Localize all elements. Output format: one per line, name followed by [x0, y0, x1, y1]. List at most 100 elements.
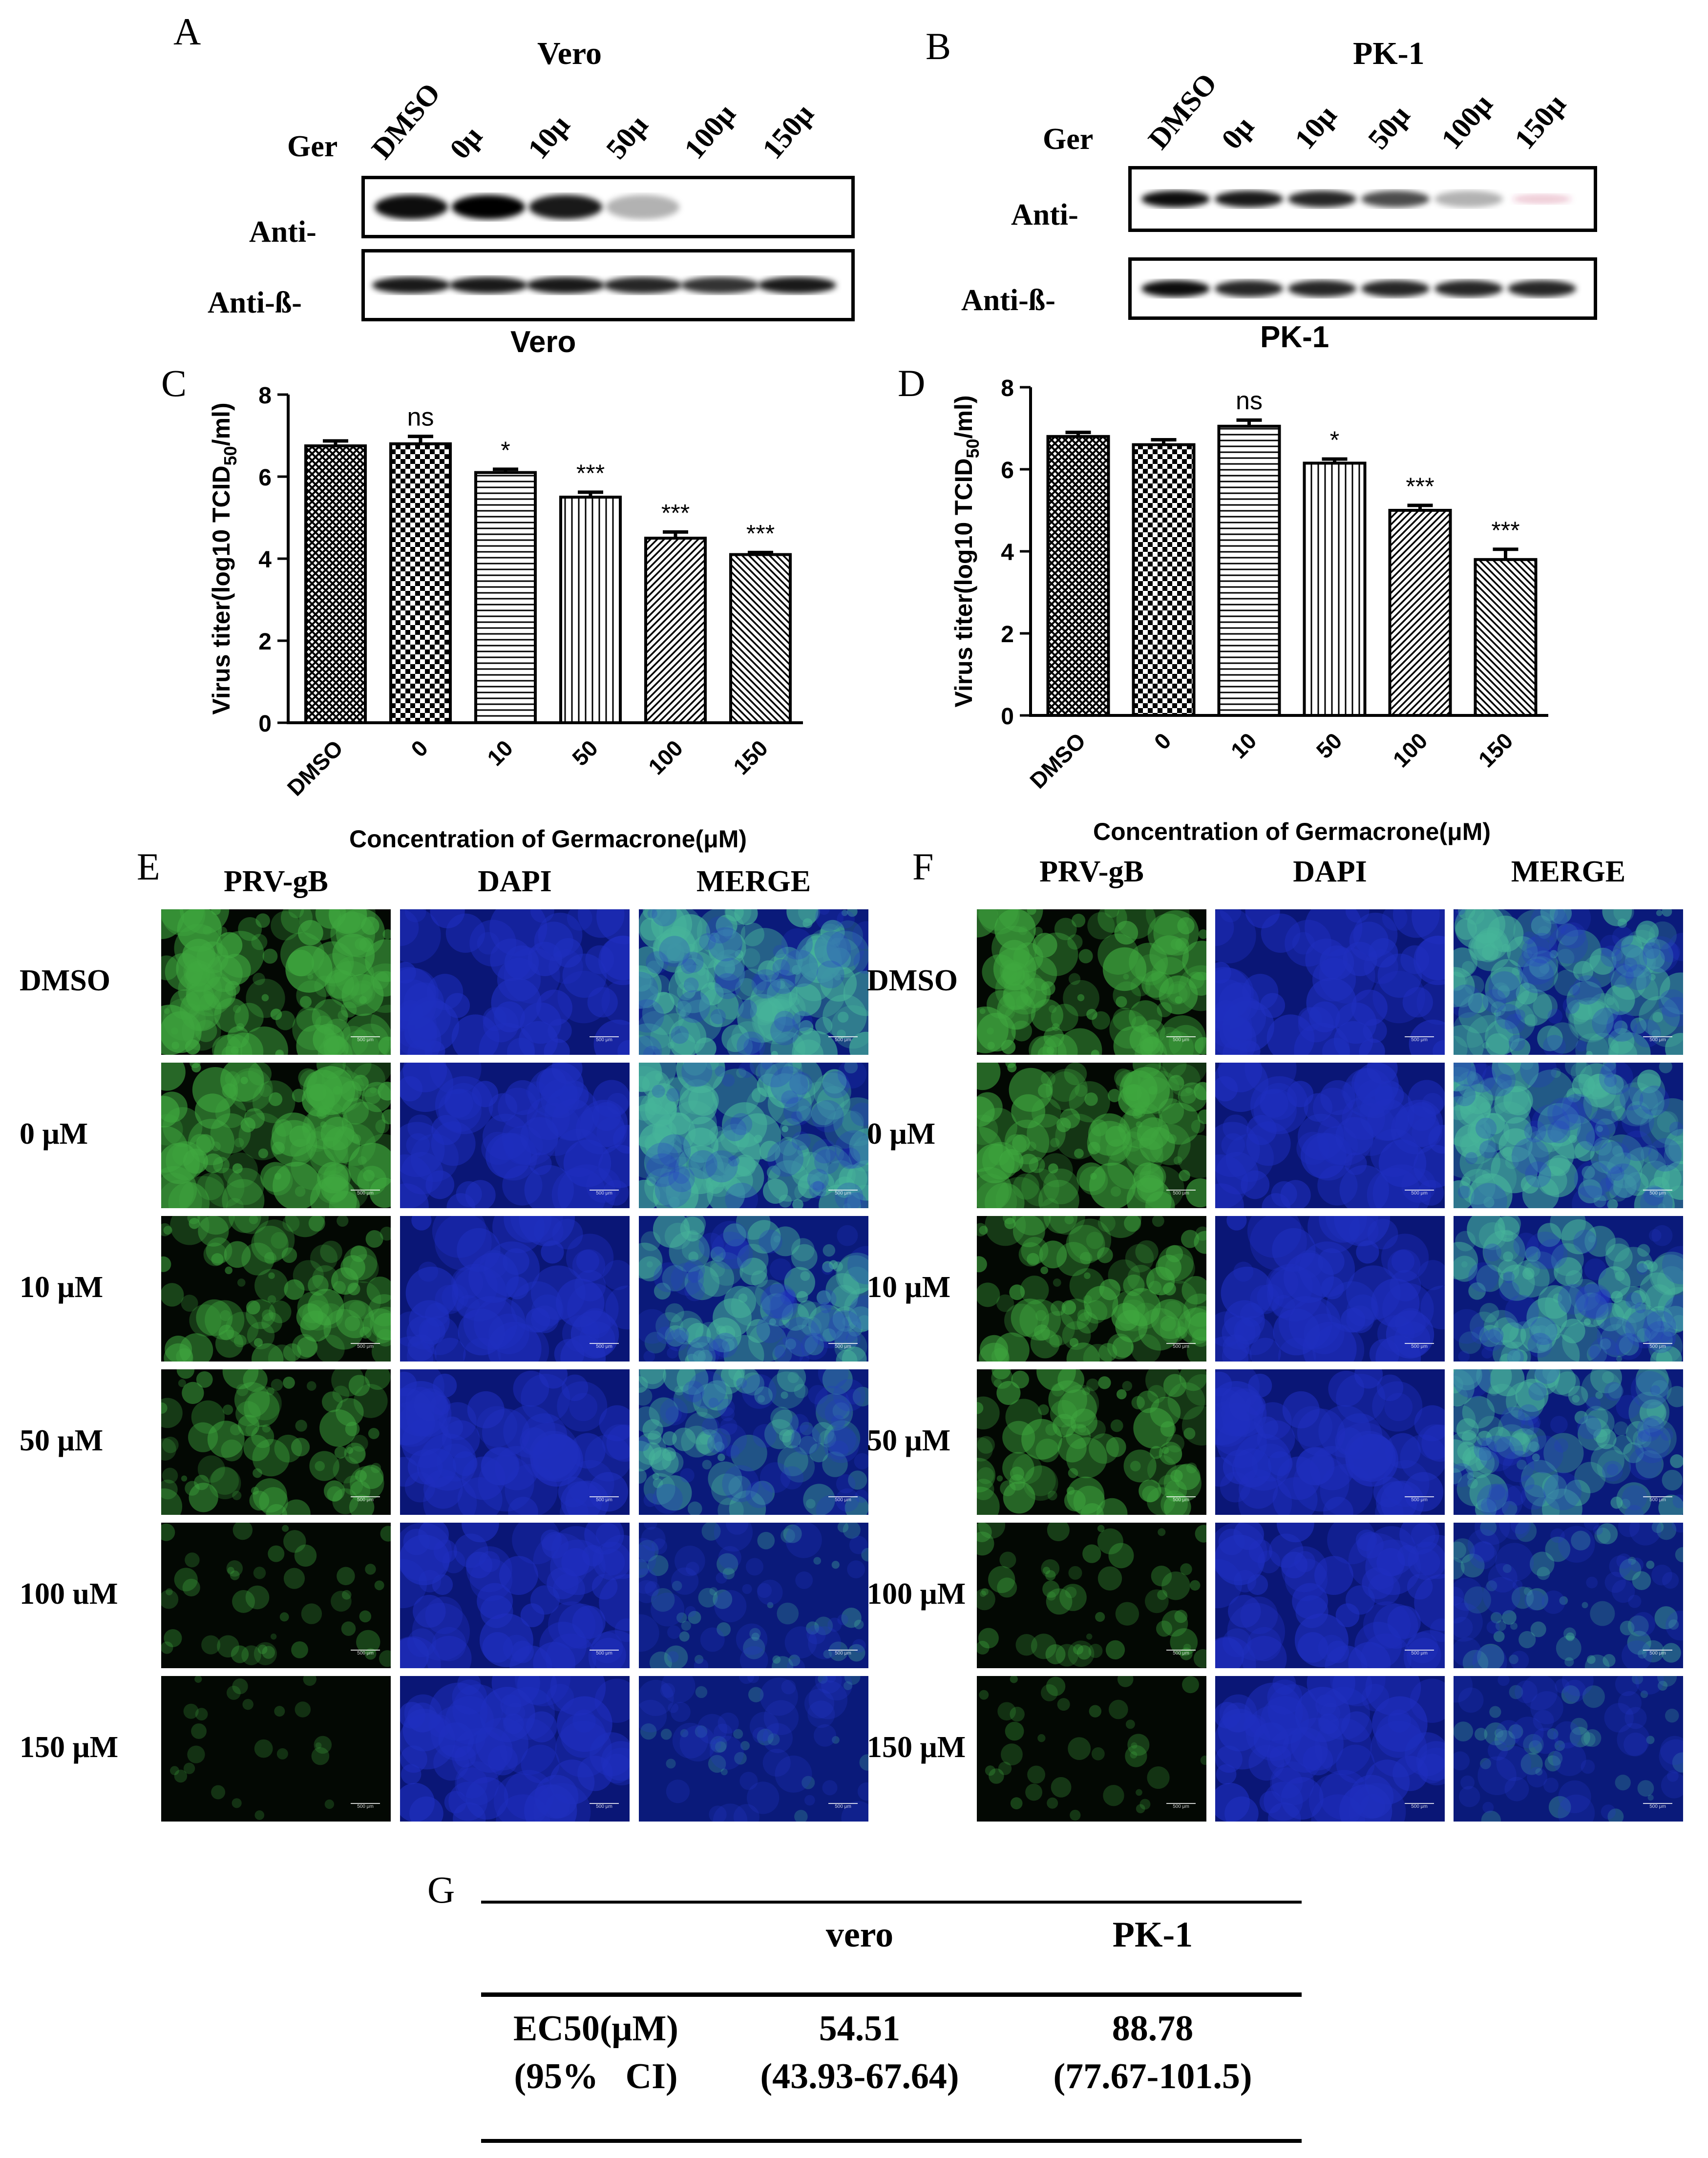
blot-band [681, 277, 759, 293]
if-image-tile: 500 μm [161, 1676, 391, 1822]
x-axis-label: Concentration of Germacrone(μM) [349, 825, 747, 853]
lane-label: 150µ [1508, 87, 1572, 155]
scale-bar: 500 μm [828, 1036, 858, 1044]
blot-b-beta-bands [1141, 280, 1576, 297]
if-column-header: DAPI [478, 865, 552, 898]
blot-band [1215, 280, 1283, 297]
blot-band [449, 277, 527, 293]
if-image-tile: 500 μm [639, 909, 868, 1055]
x-tick-label: 50 [1311, 728, 1347, 763]
panel-letter-a: A [173, 10, 201, 53]
error-bar [408, 435, 433, 444]
x-tick-label: 10 [1226, 728, 1262, 763]
significance-label: * [1330, 426, 1339, 454]
scale-bar: 500 μm [351, 1036, 380, 1044]
panel-letter-e: E [137, 845, 160, 888]
if-image-tile: 500 μm [1454, 1216, 1683, 1362]
y-tick-label: 6 [258, 465, 272, 491]
if-image-tile: 500 μm [400, 1676, 630, 1822]
significance-label: * [501, 437, 510, 464]
scale-bar: 500 μm [351, 1650, 380, 1657]
bar [1217, 424, 1281, 717]
if-row-label: 100 μM [867, 1577, 966, 1611]
table-vero-ci: (43.93-67.64) [760, 2056, 959, 2096]
chart-c: 0 2 4 6 8 Virus titer(log10 TCID50/ml) DMSO ns 0… [208, 383, 803, 853]
table-header-pk1: PK-1 [1112, 1915, 1193, 1955]
if-image-tile: 500 μm [1215, 909, 1445, 1055]
if-row-label: 50 μM [867, 1424, 951, 1457]
y-tick-label: 4 [258, 547, 272, 573]
x-tick-label: 150 [728, 735, 773, 779]
blot-a-title: Vero [537, 36, 602, 71]
error-bar [1407, 503, 1433, 510]
scale-bar: 500 μm [590, 1343, 619, 1351]
if-image-tile: 500 μm [161, 1523, 391, 1668]
error-bar [578, 490, 603, 497]
lane-label: DMSO [1141, 67, 1223, 155]
scale-bar: 500 μm [590, 1650, 619, 1657]
blot-band [1215, 190, 1283, 208]
if-row-label: DMSO [867, 964, 958, 997]
scale-bar: 500 μm [1643, 1650, 1672, 1657]
if-image-tile: 500 μm [161, 1216, 391, 1362]
bar [559, 496, 622, 724]
y-tick-label: 2 [258, 629, 272, 655]
blot-b-caption: PK-1 [1260, 320, 1329, 354]
scale-bar: 500 μm [1405, 1803, 1434, 1811]
scale-bar: 500 μm [1166, 1343, 1196, 1351]
error-bar [748, 550, 773, 555]
lane-label: 50µ [1361, 99, 1416, 155]
x-tick-label: 50 [567, 735, 603, 771]
scale-bar: 500 μm [590, 1036, 619, 1044]
if-image-tile: 500 μm [1454, 1063, 1683, 1208]
table-bottom-rule [481, 2139, 1302, 2143]
error-bar [323, 439, 348, 446]
blot-b-title: PK-1 [1353, 36, 1425, 71]
if-image-tile: 500 μm [639, 1063, 868, 1208]
x-tick-label: 100 [643, 735, 688, 779]
table-top-rule [481, 1901, 1302, 1904]
blot-b-row-label-beta: Anti-ß- [961, 284, 1055, 317]
if-image-tile: 500 μm [1215, 1523, 1445, 1668]
x-tick-label: 0 [1149, 728, 1176, 754]
blot-band [606, 195, 679, 219]
lane-label: 50µ [599, 108, 654, 165]
panel-letter-g: G [427, 1868, 455, 1911]
y-tick-label: 2 [1001, 622, 1014, 648]
lane-label: 150µ [756, 97, 820, 165]
if-image-tile: 500 μm [161, 1369, 391, 1515]
scale-bar: 500 μm [828, 1650, 858, 1657]
blot-band [452, 195, 525, 219]
blot-a-caption: Vero [510, 325, 576, 359]
y-tick-label: 8 [258, 383, 272, 409]
x-tick-label: DMSO [1025, 728, 1090, 793]
if-column-header: DAPI [1293, 855, 1367, 888]
scale-bar: 500 μm [590, 1190, 619, 1197]
error-bar [1065, 430, 1091, 437]
scale-bar: 500 μm [1405, 1343, 1434, 1351]
blot-a-beta-bands [372, 277, 836, 293]
blot-band [604, 277, 682, 293]
scale-bar: 500 μm [1166, 1496, 1196, 1504]
panel-letter-b: B [926, 25, 951, 67]
if-column-header: PRV-gB [224, 865, 328, 898]
blot-b-target-bands [1141, 190, 1571, 208]
scale-bar: 500 μm [1643, 1496, 1672, 1504]
if-image-tile: 500 μm [1215, 1676, 1445, 1822]
blot-band [1288, 190, 1356, 208]
table-mid-rule [481, 1992, 1302, 1997]
significance-label: *** [1491, 517, 1519, 544]
scale-bar: 500 μm [351, 1803, 380, 1811]
if-image-tile: 500 μm [639, 1216, 868, 1362]
error-bar [493, 467, 518, 473]
lane-label: 10µ [521, 108, 576, 165]
blot-band [758, 277, 836, 293]
if-column-header: MERGE [1511, 855, 1626, 888]
y-tick-label: 0 [1001, 704, 1014, 730]
bar [304, 444, 367, 724]
lane-label: 10µ [1288, 99, 1343, 155]
scale-bar: 500 μm [1405, 1190, 1434, 1197]
y-axis-label: Virus titer(log10 TCID50/ml) [208, 402, 240, 714]
panel-letter-d: D [898, 362, 926, 404]
scale-bar: 500 μm [1166, 1190, 1196, 1197]
